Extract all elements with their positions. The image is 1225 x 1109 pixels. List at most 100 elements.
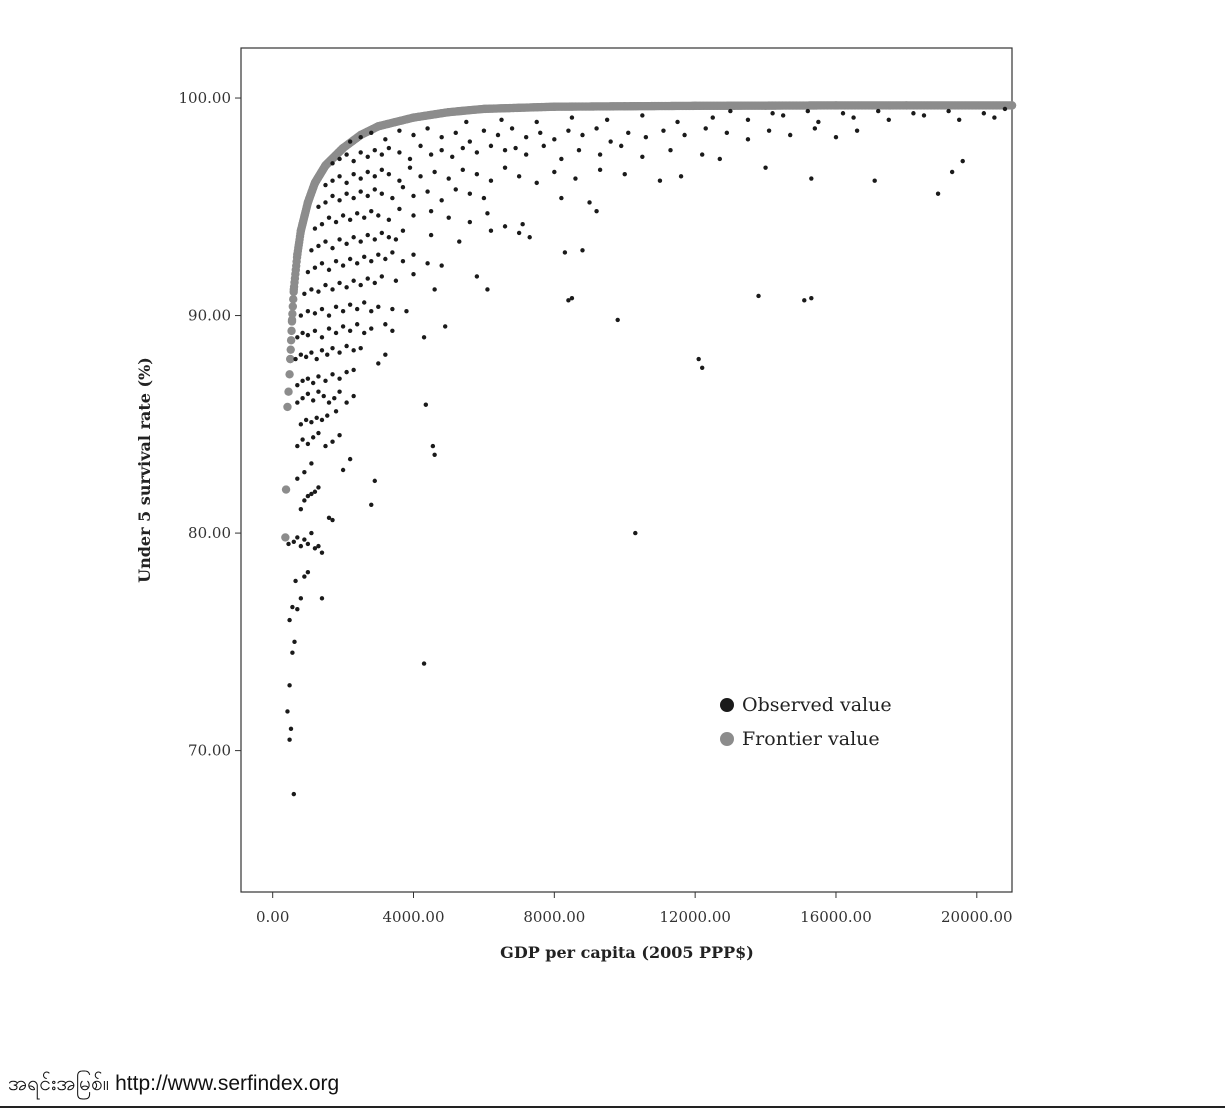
observed-point [872,178,877,183]
observed-point [745,137,751,142]
x-tick-label: 4000.00 [382,908,444,926]
observed-point [710,115,715,120]
observed-point [351,393,356,399]
observed-point [290,650,295,655]
observed-point [347,217,353,223]
observed-point [425,126,430,131]
observed-point [365,154,370,159]
observed-point [840,111,846,116]
observed-point [400,228,406,233]
observed-point [330,161,335,166]
observed-point [369,208,374,214]
observed-point [325,352,330,357]
observed-point [295,335,300,340]
observed-point [464,119,469,125]
observed-point [358,239,363,244]
observed-point [421,661,427,666]
observed-point [316,243,321,249]
observed-point [502,224,508,229]
observed-point [428,232,434,238]
observed-point [300,396,305,401]
observed-point [678,174,684,179]
observed-point [657,178,663,183]
observed-point [323,282,328,288]
observed-point [379,167,385,173]
observed-point [383,137,388,142]
observed-point [390,328,395,333]
observed-point [481,128,487,133]
observed-point [351,348,356,353]
observed-point [383,352,388,357]
observed-point [541,143,546,149]
frontier-point [287,317,297,326]
observed-point [344,285,349,290]
frontier-point [283,402,292,412]
observed-point [295,400,300,405]
observed-point [446,215,451,220]
observed-point [291,791,297,797]
observed-point [333,258,339,264]
observed-point [407,165,413,170]
observed-point [358,345,363,351]
observed-point [337,432,342,438]
observed-point [303,417,309,423]
observed-point [418,143,423,149]
observed-point [344,191,349,196]
observed-point [376,213,381,218]
observed-point [615,317,620,323]
observed-point [886,117,891,122]
observed-point [717,156,722,162]
observed-point [344,241,349,246]
observed-point [1002,106,1008,112]
observed-point [309,350,314,355]
frontier-point [289,294,298,304]
observed-point [369,326,374,331]
observed-point [386,171,392,177]
observed-point [379,152,385,157]
frontier-point [281,485,291,494]
observed-point [661,128,666,133]
observed-point [286,541,291,547]
observed-point [379,274,385,279]
x-axis-title: GDP per capita (2005 PPP$) [500,943,754,962]
observed-point [809,295,814,301]
y-axis-title: Under 5 survival rate (%) [135,357,154,583]
observed-point [314,415,319,420]
observed-point [312,311,318,316]
observed-point [411,193,416,199]
observed-point [351,171,356,177]
observed-point [288,726,294,732]
observed-point [305,441,311,447]
observed-point [763,165,768,170]
observed-point [534,180,539,186]
observed-point [766,128,772,133]
observed-point [309,287,314,292]
observed-point [312,265,318,270]
observed-point [379,230,385,236]
observed-point [428,152,434,157]
observed-point [305,541,311,547]
observed-point [516,230,522,236]
observed-point [309,461,314,466]
observed-point [816,119,821,125]
observed-point [981,111,987,116]
observed-point [312,226,318,231]
observed-point [397,178,402,183]
observed-point [538,130,543,136]
observed-point [337,389,342,394]
observed-point [316,289,321,294]
observed-point [587,200,592,205]
observed-point [340,324,346,329]
observed-point [354,306,360,312]
x-tick-label: 16000.00 [800,908,872,926]
observed-point [330,439,335,444]
observed-point [597,152,603,157]
x-tick-label: 0.00 [256,908,289,926]
observed-point [340,213,346,218]
observed-point [411,252,416,257]
observed-point [358,189,363,194]
observed-point [390,306,395,312]
observed-point [309,248,314,253]
observed-point [310,380,316,386]
